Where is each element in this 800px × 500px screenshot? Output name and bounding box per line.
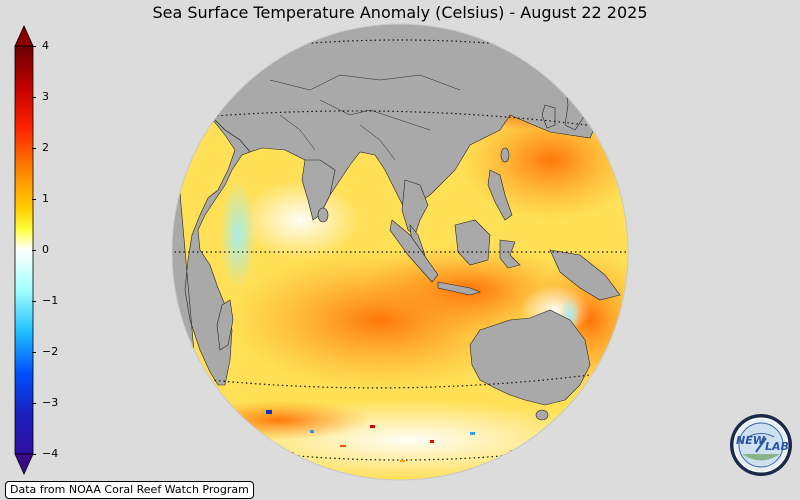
colorbar-tick-label: 3 (42, 90, 49, 103)
cool-anomaly-patch (220, 180, 256, 290)
colorbar: 4 3 2 1 0 −1 −2 −3 −4 (0, 0, 80, 480)
logo-text-left: NEW (736, 434, 766, 447)
colorbar-tick-label: −4 (42, 447, 59, 460)
colorbar-tick-label: 4 (42, 39, 49, 52)
globe-svg (171, 23, 629, 481)
globe-map (170, 20, 630, 490)
colorbar-svg (14, 25, 34, 475)
globe-outline (171, 23, 629, 481)
country-borders (269, 74, 461, 161)
cool-anomaly-patch (240, 180, 360, 260)
colorbar-tick-label: −1 (42, 294, 59, 307)
colorbar-bottom-arrow (14, 453, 34, 475)
map-title: Sea Surface Temperature Anomaly (Celsius… (152, 3, 648, 22)
colorbar-gradient (14, 45, 34, 455)
newlab-logo: NEW LAB (728, 412, 794, 478)
newlab-logo-svg: NEW LAB (730, 414, 792, 476)
colorbar-top-arrow (14, 25, 34, 47)
colorbar-tick-label: −3 (42, 396, 59, 409)
logo-text-right: LAB (765, 440, 789, 453)
data-credit: Data from NOAA Coral Reef Watch Program (5, 481, 254, 499)
colorbar-tick-label: 0 (42, 243, 49, 256)
warm-anomaly-patch (190, 400, 370, 440)
colorbar-tick-label: 2 (42, 141, 49, 154)
colorbar-tick-label: −2 (42, 345, 59, 358)
colorbar-tick-label: 1 (42, 192, 49, 205)
land (172, 24, 628, 480)
